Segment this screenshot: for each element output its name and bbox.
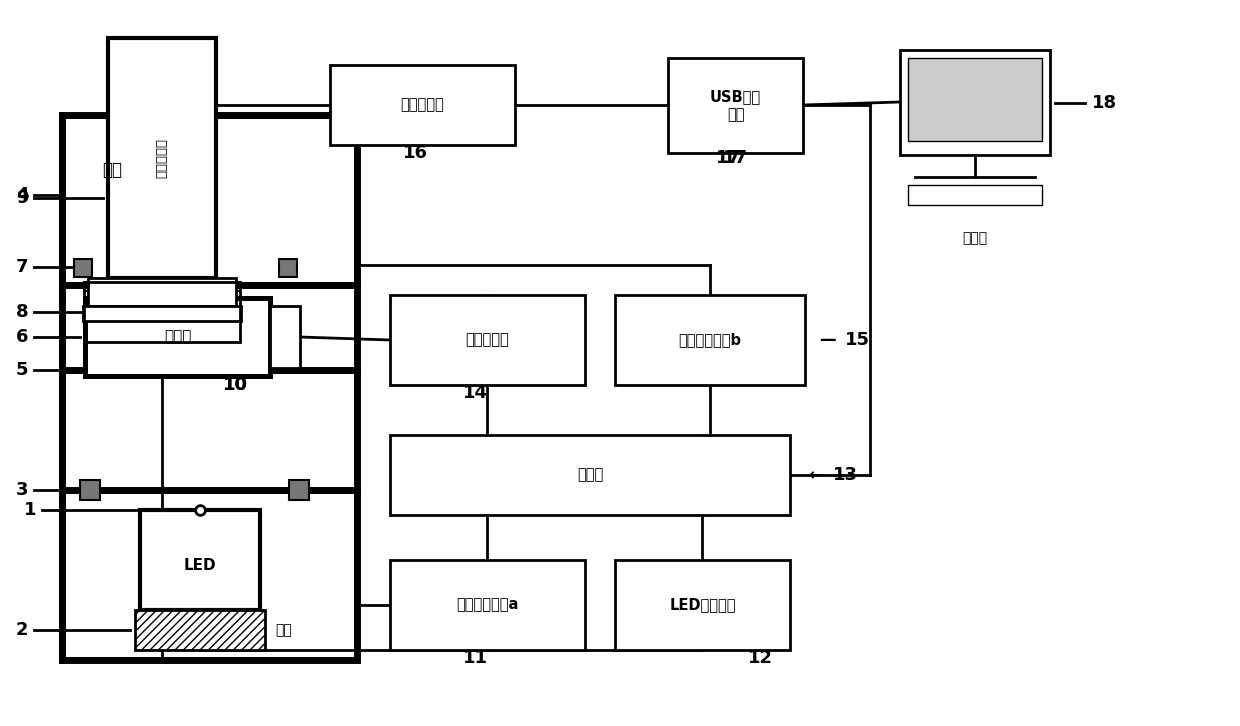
Text: 暗室: 暗室	[102, 161, 122, 179]
Text: 光电倍增管: 光电倍增管	[155, 138, 169, 178]
Text: 7: 7	[16, 258, 29, 276]
Text: 计算机: 计算机	[962, 231, 987, 245]
Text: 透镜: 透镜	[275, 623, 291, 637]
Bar	[279, 259, 298, 277]
Bar	[668, 58, 804, 153]
Text: 2: 2	[16, 621, 29, 639]
Bar	[615, 295, 805, 385]
Text: 10: 10	[222, 376, 248, 394]
Text: 5: 5	[16, 361, 29, 379]
Text: 10: 10	[222, 376, 248, 394]
Bar	[330, 65, 515, 145]
Bar	[81, 480, 100, 500]
Text: 14: 14	[463, 384, 487, 402]
Bar	[270, 306, 300, 368]
Bar	[83, 306, 241, 321]
Text: 3: 3	[16, 481, 29, 499]
Text: 快门驱动模块b: 快门驱动模块b	[678, 333, 742, 348]
Bar	[900, 50, 1050, 155]
Bar	[140, 510, 260, 610]
Text: 16: 16	[403, 144, 428, 162]
Text: USB接口
芝片: USB接口 芝片	[711, 89, 761, 122]
Text: —: —	[818, 331, 836, 349]
Text: 11: 11	[463, 649, 487, 667]
Text: 18: 18	[1092, 94, 1117, 112]
Text: 恒温控制器: 恒温控制器	[466, 333, 510, 348]
Bar	[86, 298, 270, 376]
Bar	[62, 115, 357, 660]
Bar	[84, 282, 241, 342]
Text: 4: 4	[16, 186, 29, 204]
Text: 15: 15	[844, 331, 869, 349]
Text: 8: 8	[16, 303, 29, 321]
Bar	[74, 259, 92, 277]
Bar	[391, 560, 585, 650]
Text: 17: 17	[715, 149, 740, 167]
Bar	[289, 480, 309, 500]
Bar	[615, 560, 790, 650]
Text: 样品台: 样品台	[164, 330, 191, 345]
Bar	[908, 58, 1042, 141]
Text: 17: 17	[723, 149, 748, 167]
Text: 12: 12	[748, 649, 773, 667]
Text: ←: ←	[808, 466, 822, 484]
Text: 13: 13	[832, 466, 858, 484]
Bar	[391, 295, 585, 385]
Bar	[108, 38, 216, 278]
Text: 快门驱动模块a: 快门驱动模块a	[456, 597, 518, 613]
Text: 6: 6	[16, 328, 29, 346]
Bar	[135, 610, 265, 650]
Text: 脉冲计数器: 脉冲计数器	[401, 97, 444, 113]
Bar	[88, 278, 236, 306]
Text: LED: LED	[184, 558, 216, 573]
Bar	[391, 435, 790, 515]
Text: 单片机: 单片机	[577, 468, 603, 483]
Bar	[908, 185, 1042, 205]
Text: LED驱动模块: LED驱动模块	[670, 597, 735, 613]
Text: 1: 1	[24, 501, 36, 519]
Text: 9: 9	[16, 189, 29, 207]
